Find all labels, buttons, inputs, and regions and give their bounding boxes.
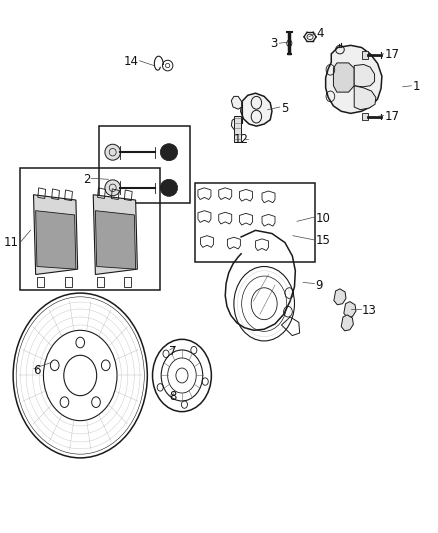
Text: 14: 14 bbox=[124, 55, 139, 68]
Text: 5: 5 bbox=[281, 102, 288, 115]
Polygon shape bbox=[344, 302, 356, 318]
Polygon shape bbox=[35, 211, 76, 269]
Polygon shape bbox=[333, 63, 354, 92]
Bar bbox=[362, 51, 368, 59]
Bar bbox=[20, 168, 160, 290]
Text: 2: 2 bbox=[83, 173, 90, 186]
Text: 7: 7 bbox=[169, 345, 177, 358]
Ellipse shape bbox=[105, 180, 120, 196]
Text: 8: 8 bbox=[169, 390, 177, 403]
Text: 13: 13 bbox=[361, 304, 376, 317]
Polygon shape bbox=[33, 195, 78, 274]
Polygon shape bbox=[241, 93, 272, 126]
Ellipse shape bbox=[105, 144, 120, 160]
Polygon shape bbox=[354, 86, 376, 110]
Text: 11: 11 bbox=[4, 236, 19, 249]
Text: 9: 9 bbox=[315, 279, 323, 292]
Text: 1: 1 bbox=[412, 80, 420, 93]
Polygon shape bbox=[341, 315, 353, 331]
Text: 4: 4 bbox=[316, 27, 324, 40]
Bar bbox=[362, 113, 368, 120]
Text: 6: 6 bbox=[32, 364, 40, 377]
Text: 17: 17 bbox=[385, 49, 399, 61]
Text: 15: 15 bbox=[315, 235, 330, 247]
Polygon shape bbox=[95, 211, 136, 269]
Text: 12: 12 bbox=[234, 133, 249, 147]
Polygon shape bbox=[325, 45, 382, 114]
Polygon shape bbox=[231, 117, 242, 130]
Polygon shape bbox=[354, 64, 374, 87]
Polygon shape bbox=[93, 195, 138, 274]
Polygon shape bbox=[234, 116, 241, 142]
Polygon shape bbox=[231, 96, 242, 109]
Text: 17: 17 bbox=[385, 110, 399, 123]
Bar bbox=[195, 182, 315, 262]
Text: 10: 10 bbox=[315, 212, 330, 225]
Text: 3: 3 bbox=[270, 37, 277, 50]
Polygon shape bbox=[334, 289, 346, 305]
Bar bbox=[99, 126, 190, 203]
Ellipse shape bbox=[160, 144, 178, 161]
Ellipse shape bbox=[160, 179, 178, 196]
